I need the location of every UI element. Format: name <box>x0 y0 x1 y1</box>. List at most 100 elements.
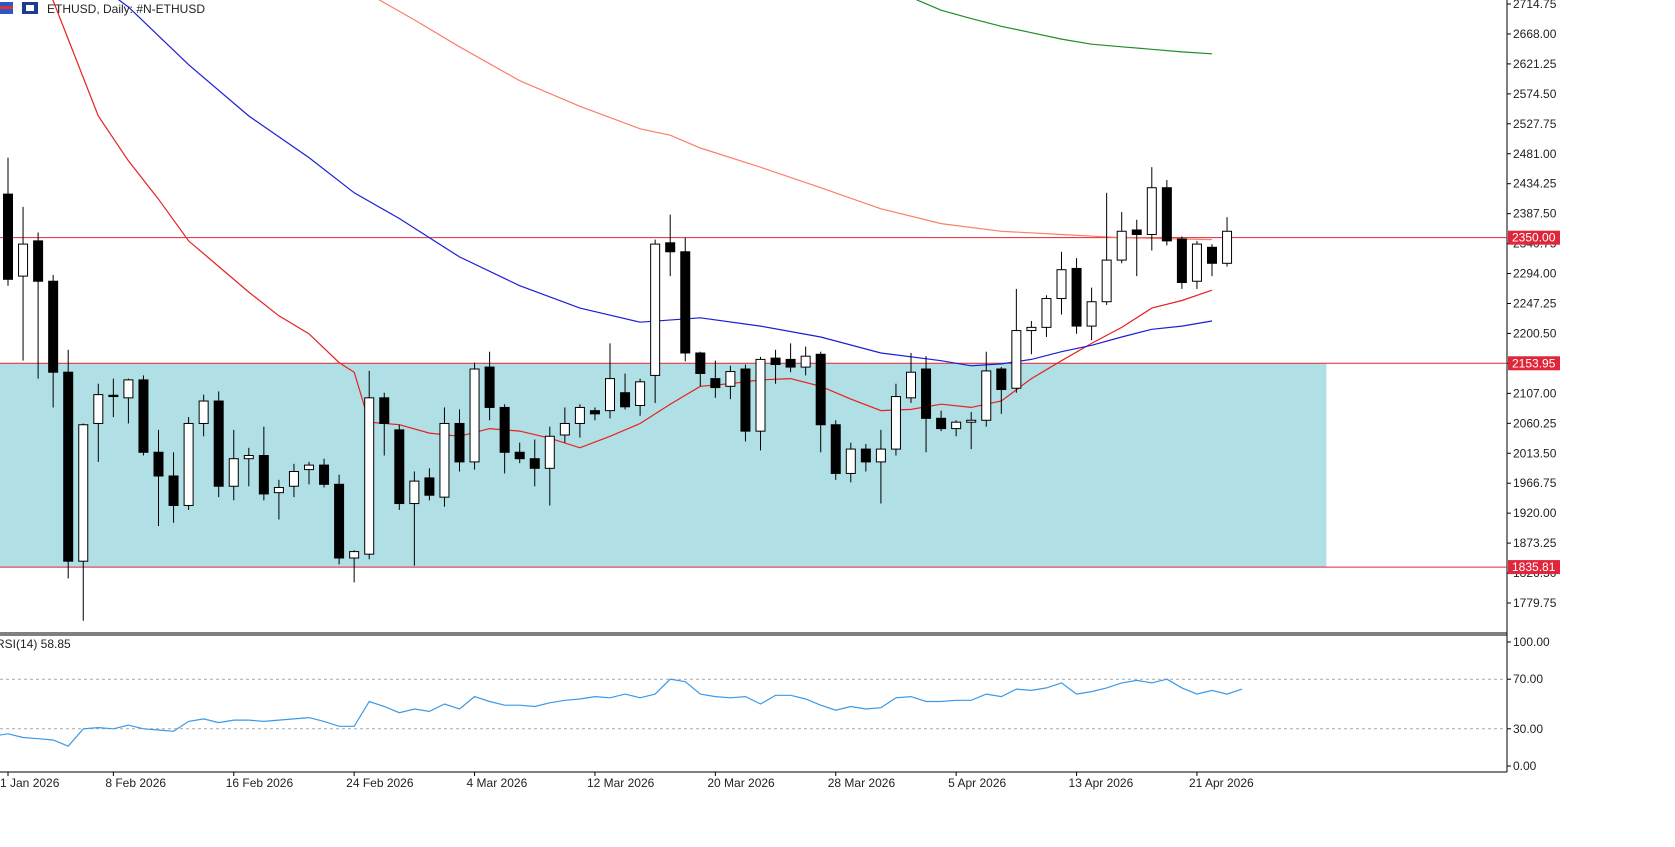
moving-average-line <box>52 0 1213 449</box>
candle-body <box>454 422 465 463</box>
rsi-tick-label: 0.00 <box>1513 759 1537 773</box>
candle <box>514 442 525 464</box>
horizontal-levels <box>0 237 1507 568</box>
price-axis-ticks: 2714.75 2668.00 2621.25 2574.50 2527.75 2481.… <box>1507 0 1557 610</box>
candle <box>936 410 947 432</box>
candle <box>63 349 74 579</box>
price-tick-label: 2527.75 <box>1513 117 1557 131</box>
candle <box>1146 167 1157 251</box>
candle <box>1071 258 1082 334</box>
candle <box>996 367 1007 414</box>
chart-header: ETHUSD, Daily: #N-ETHUSD <box>0 2 205 16</box>
candle-body <box>785 358 796 368</box>
candle <box>319 458 330 488</box>
candle <box>559 407 570 443</box>
candle <box>740 364 751 442</box>
candle-body <box>228 458 239 487</box>
candle-body <box>1026 326 1037 332</box>
candle <box>710 360 721 398</box>
candle <box>1116 212 1127 264</box>
candle <box>484 351 495 421</box>
candle-body <box>123 379 134 399</box>
candle-body <box>725 371 736 387</box>
candle-body <box>424 477 435 496</box>
candle <box>304 461 314 485</box>
price-tick-label: 2060.25 <box>1513 416 1557 430</box>
candle-body <box>1222 230 1233 264</box>
price-tick-label: 2013.50 <box>1513 446 1557 460</box>
candle-body <box>665 242 676 253</box>
rsi-tick-label: 30.00 <box>1513 722 1543 736</box>
candle-body <box>1056 269 1067 300</box>
candle <box>48 274 59 408</box>
candle-body <box>48 280 59 373</box>
rsi-axis-ticks: 100.00 70.00 30.00 0.00 <box>1507 635 1550 773</box>
date-tick-label: 24 Feb 2026 <box>346 776 414 790</box>
candle <box>273 479 284 520</box>
candle <box>1131 219 1142 277</box>
candle <box>198 394 209 437</box>
rsi-tick-label: 100.00 <box>1513 635 1550 649</box>
level-label-bg <box>1508 230 1560 245</box>
candle <box>770 349 781 384</box>
candle-body <box>304 464 314 471</box>
date-tick-label: 28 Mar 2026 <box>828 776 896 790</box>
candle <box>860 443 871 472</box>
price-tick-label: 2294.00 <box>1513 267 1557 281</box>
candle <box>589 407 600 421</box>
candle-body <box>800 355 811 368</box>
price-tick-label: 1920.00 <box>1513 506 1557 520</box>
candle <box>243 447 254 487</box>
candle <box>906 352 916 403</box>
candle-body <box>921 368 932 419</box>
candle-body <box>605 378 615 412</box>
candle <box>800 346 811 376</box>
candle <box>635 378 646 416</box>
candle <box>785 343 796 373</box>
candle <box>695 351 706 387</box>
price-tick-label: 2107.00 <box>1513 386 1557 400</box>
candle-body <box>33 240 44 282</box>
chart-title: ETHUSD, Daily: #N-ETHUSD <box>47 2 205 16</box>
candle-body <box>1176 238 1187 284</box>
price-tick-label: 2434.25 <box>1513 177 1557 191</box>
candle-body <box>258 454 269 495</box>
candle-body <box>1041 298 1052 328</box>
candle <box>981 351 992 427</box>
date-tick-label: 12 Mar 2026 <box>587 776 655 790</box>
candle-body <box>138 379 149 453</box>
candle-body <box>981 370 992 421</box>
price-tick-label: 2200.50 <box>1513 326 1557 340</box>
candle <box>123 378 134 424</box>
candle-body <box>890 396 901 450</box>
candle <box>288 463 299 498</box>
candle-body <box>680 251 691 354</box>
candle-body <box>936 417 947 430</box>
price-tick-label: 1873.25 <box>1513 536 1557 550</box>
candle-body <box>3 193 13 280</box>
candle-body <box>710 378 721 389</box>
candle-body <box>198 400 209 424</box>
candle <box>574 404 585 438</box>
candle-body <box>1161 187 1172 242</box>
candle-body <box>589 410 600 415</box>
candle <box>1101 192 1112 305</box>
candle-body <box>875 448 886 463</box>
candle <box>424 468 435 501</box>
candle <box>1161 180 1172 246</box>
candle <box>966 411 977 450</box>
date-axis-labels: 1 Jan 2026 8 Feb 2026 16 Feb 2026 24 Feb 20… <box>0 772 1254 790</box>
candle <box>228 429 239 501</box>
candle-body <box>243 454 254 460</box>
candle-body <box>349 551 360 559</box>
candle-body <box>815 353 826 426</box>
support-zone <box>0 363 1327 568</box>
date-tick-label: 21 Apr 2026 <box>1189 776 1254 790</box>
candle-body <box>394 429 405 505</box>
candle <box>680 237 691 362</box>
price-tick-label: 2574.50 <box>1513 87 1557 101</box>
candle <box>1026 320 1037 355</box>
candle-body <box>650 243 661 376</box>
candle-body <box>1191 243 1202 282</box>
candle <box>1191 240 1202 289</box>
